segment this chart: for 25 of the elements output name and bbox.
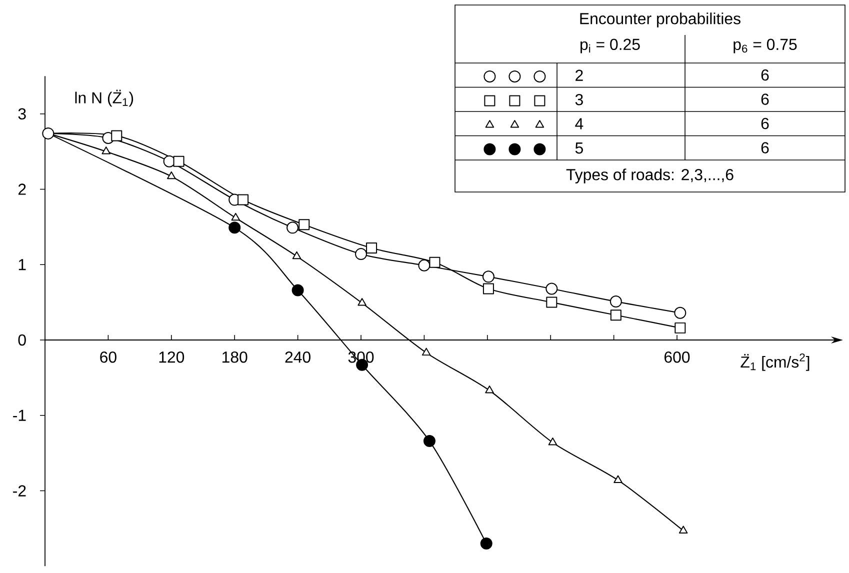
- annotation: 6: [761, 94, 769, 105]
- legend-label: 2: [576, 70, 583, 81]
- annotation: Types of roads: 2,3,...,6: [566, 168, 734, 184]
- y-tick-label: 1: [18, 259, 26, 270]
- legend-label: 5: [575, 142, 583, 154]
- legend-label: 3: [575, 94, 583, 106]
- x-tick-label: 180: [222, 351, 248, 363]
- y-axis-title: ln N (Z̈$_{1}$): [75, 90, 134, 107]
- annotation: 6: [761, 142, 769, 154]
- annotation: 6: [761, 118, 769, 130]
- text: p$_{i}$ = 0.25: [580, 38, 640, 54]
- x-axis-title: Z̈$_{1}$ [cm/s$^{2}$]: [740, 353, 810, 371]
- legend-title: Encounter probabilities: [580, 12, 740, 28]
- x-tick-label: 120: [159, 351, 184, 363]
- x-tick-label: 600: [664, 351, 690, 363]
- y-tick-label: -1: [13, 410, 26, 421]
- y-tick-label: 0: [18, 334, 26, 346]
- y-tick-label: 2: [18, 184, 26, 195]
- x-tick-label: 240: [285, 351, 310, 363]
- y-tick-label: -2: [13, 485, 26, 496]
- x-tick-label: 60: [100, 351, 116, 363]
- annotation: 6: [761, 69, 769, 81]
- text: p$_{6}$ = 0.75: [734, 38, 797, 54]
- legend-label: 4: [575, 118, 584, 130]
- y-tick-label: 3: [18, 108, 26, 120]
